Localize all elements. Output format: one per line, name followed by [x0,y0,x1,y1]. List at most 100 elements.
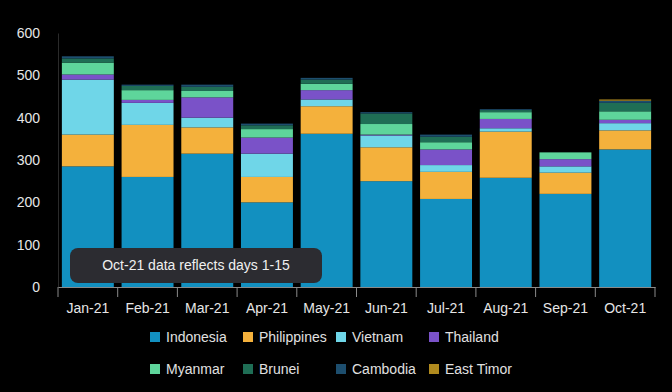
bar [420,199,472,287]
tick-label: 200 [17,194,41,210]
bar [62,56,114,58]
category-separator [237,287,238,297]
tick-label: 600 [17,25,41,41]
bar [181,91,233,97]
bar [241,138,293,154]
bar [62,63,114,75]
bar [480,178,532,287]
legend-swatch [429,332,439,342]
legend-swatch [243,332,253,342]
bar [241,124,293,126]
bar [301,90,353,99]
bar [599,149,651,287]
legend-item: Vietnam [336,329,403,345]
tick: 100 [17,237,58,253]
tick-label: May-21 [303,300,350,316]
tick-label: Jun-21 [365,300,408,316]
category-separator [475,287,476,297]
series [62,63,651,160]
legend-label: Indonesia [166,329,227,345]
bar [599,123,651,130]
bar [122,85,174,86]
tick: 500 [17,67,58,83]
bar [241,177,293,202]
tick-label: 0 [32,279,40,295]
bar [122,86,174,90]
bar [122,103,174,125]
bar [181,118,233,128]
bar [241,154,293,177]
tick: May-21 [303,287,350,316]
legend-label: Cambodia [352,361,416,377]
category-separator [595,287,596,297]
series [62,74,651,166]
bar [480,119,532,128]
legend-label: Myanmar [166,361,225,377]
bar [301,77,353,78]
bar [301,80,353,84]
annotation-box [70,248,322,283]
bar [360,147,412,181]
annotation-text: Oct-21 data reflects days 1-15 [102,257,290,273]
tick-label: Jul-21 [427,300,465,316]
bar [360,124,412,135]
legend-swatch [429,364,439,374]
tick-label: Apr-21 [246,300,288,316]
tick-label: 100 [17,237,41,253]
bar [62,56,114,57]
axis-line [58,34,59,288]
legend-swatch [150,332,160,342]
tick-label: Sep-21 [543,300,588,316]
bar [360,181,412,287]
y-axis: 0 100 200 300 400 500 600 [17,25,59,295]
bar [420,137,472,143]
category-separator [296,287,297,297]
category-separator [655,287,656,297]
series [599,99,651,100]
bar [599,101,651,103]
bar [360,113,412,124]
tick-label: 300 [17,152,41,168]
bar [360,135,412,147]
tick: 600 [17,25,58,41]
bar [599,130,651,149]
legend-swatch [336,332,346,342]
tick-label: 500 [17,67,41,83]
tick: Sep-21 [543,287,588,316]
legend-item: Cambodia [336,361,416,377]
tick-label: Feb-21 [125,300,170,316]
tick: Apr-21 [246,287,288,316]
bar [599,99,651,100]
bar [122,100,174,103]
bar [480,112,532,119]
tick: Jun-21 [365,287,408,316]
legend-label: Philippines [259,329,327,345]
chart: 0100200300400500600Jan-21Feb-21Mar-21Apr… [0,0,672,392]
bar [539,152,591,159]
bar [539,152,591,153]
tick-label: Mar-21 [185,300,230,316]
bar [241,123,293,124]
bar [122,84,174,85]
bar [599,103,651,111]
bar [420,165,472,172]
bar [301,84,353,90]
legend-label: East Timor [445,361,512,377]
tick: 400 [17,110,58,126]
tick: Oct-21 [604,287,646,316]
legend-swatch [336,364,346,374]
bar [241,129,293,137]
category-separator [117,287,118,297]
bar [360,112,412,113]
bar [360,112,412,113]
bar [420,135,472,137]
series [62,56,651,136]
bar [62,74,114,79]
tick: Aug-21 [483,287,528,316]
bar [301,99,353,106]
category-separator [356,287,357,297]
legend-label: Vietnam [352,329,403,345]
bar [122,125,174,177]
separators [58,287,655,297]
category-separator [535,287,536,297]
